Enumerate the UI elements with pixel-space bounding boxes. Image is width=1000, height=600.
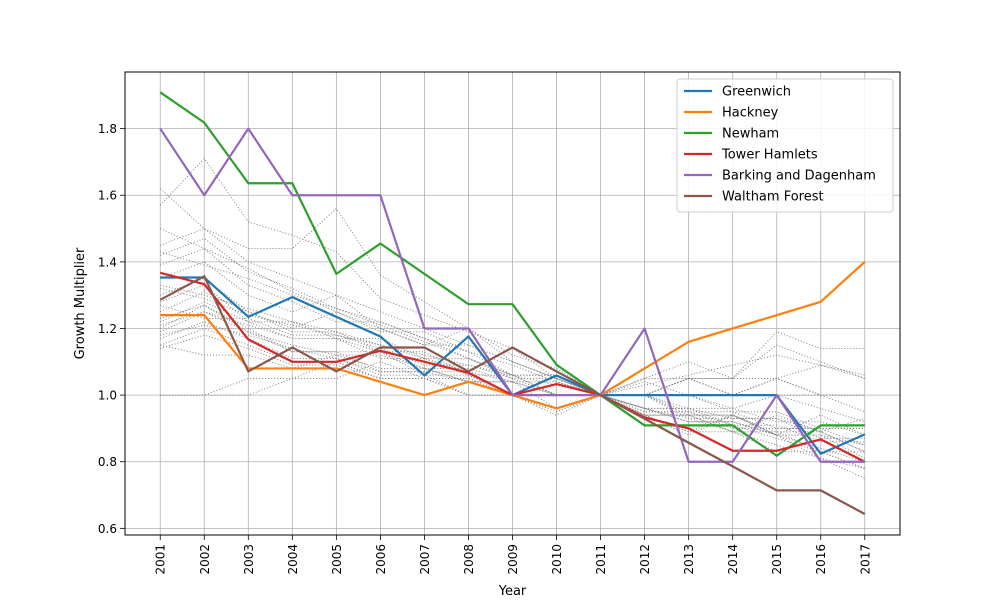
- legend-entry-label: Newham: [722, 127, 779, 142]
- highlighted-series-group: [159, 91, 866, 515]
- series-line-newham: [159, 91, 865, 457]
- y-tick-label: 0.8: [98, 455, 117, 469]
- x-tick-label: 2017: [858, 544, 872, 575]
- series-line-barking-and-dagenham: [159, 127, 865, 463]
- background-series-line: [160, 361, 865, 429]
- x-tick-label: 2002: [198, 544, 212, 575]
- y-tick-label: 1.6: [98, 189, 117, 203]
- x-tick-label: 2015: [770, 544, 784, 575]
- x-tick-label: 2008: [462, 544, 476, 575]
- y-tick-label: 1.0: [98, 389, 117, 403]
- background-series-line: [160, 251, 865, 469]
- legend-entry-label: Barking and Dagenham: [722, 169, 876, 184]
- legend-entry-label: Waltham Forest: [722, 190, 824, 205]
- legend: Greenwich Hackney Newham Tower Hamlets Barki…: [676, 78, 894, 213]
- y-axis-label: Growth Multiplier: [73, 247, 88, 359]
- x-tick-label: 2013: [682, 544, 696, 575]
- background-series-line: [160, 321, 865, 453]
- x-tick-label: 2004: [286, 544, 300, 575]
- x-tick-label: 2012: [638, 544, 652, 575]
- background-series-line: [160, 334, 865, 443]
- background-series-line: [160, 228, 865, 479]
- background-series-line: [160, 324, 865, 433]
- x-axis-label: Year: [498, 584, 527, 599]
- background-series-line: [160, 304, 865, 396]
- background-series-line: [160, 237, 865, 413]
- background-series-group: [159, 157, 866, 479]
- y-tick-label: 0.6: [98, 522, 117, 536]
- x-tick-label: 2005: [330, 544, 344, 575]
- background-series-line: [160, 344, 865, 436]
- x-tick-label: 2007: [418, 544, 432, 575]
- x-tick-label: 2003: [242, 544, 256, 575]
- background-series-line: [159, 157, 865, 396]
- y-tick-label: 1.2: [98, 322, 117, 336]
- x-tick-label: 2006: [374, 544, 388, 575]
- background-series-line: [160, 277, 865, 396]
- series-line-waltham-forest: [159, 275, 866, 515]
- y-tick-label: 1.4: [98, 255, 117, 269]
- background-series-line: [160, 247, 865, 469]
- x-tick-label: 2009: [506, 544, 520, 575]
- legend-entry-label: Tower Hamlets: [721, 148, 818, 163]
- legend-entry-label: Greenwich: [722, 85, 791, 100]
- x-tick-label: 2010: [550, 544, 564, 575]
- x-tick-label: 2001: [154, 544, 168, 575]
- y-tick-label: 1.8: [98, 122, 117, 136]
- background-series-line: [160, 288, 865, 396]
- y-axis-ticks: 0.6 0.8 1.0 1.2 1.4 1.6 1.8: [98, 122, 125, 536]
- x-tick-label: 2011: [594, 544, 608, 575]
- x-tick-label: 2016: [814, 544, 828, 575]
- legend-entry-label: Hackney: [722, 106, 779, 121]
- legend-box: [676, 78, 894, 213]
- x-axis-ticks: 2001 2002 2003 2004 2005 2006 2007 2008 2009 2010…: [154, 535, 872, 575]
- x-tick-label: 2014: [726, 544, 740, 575]
